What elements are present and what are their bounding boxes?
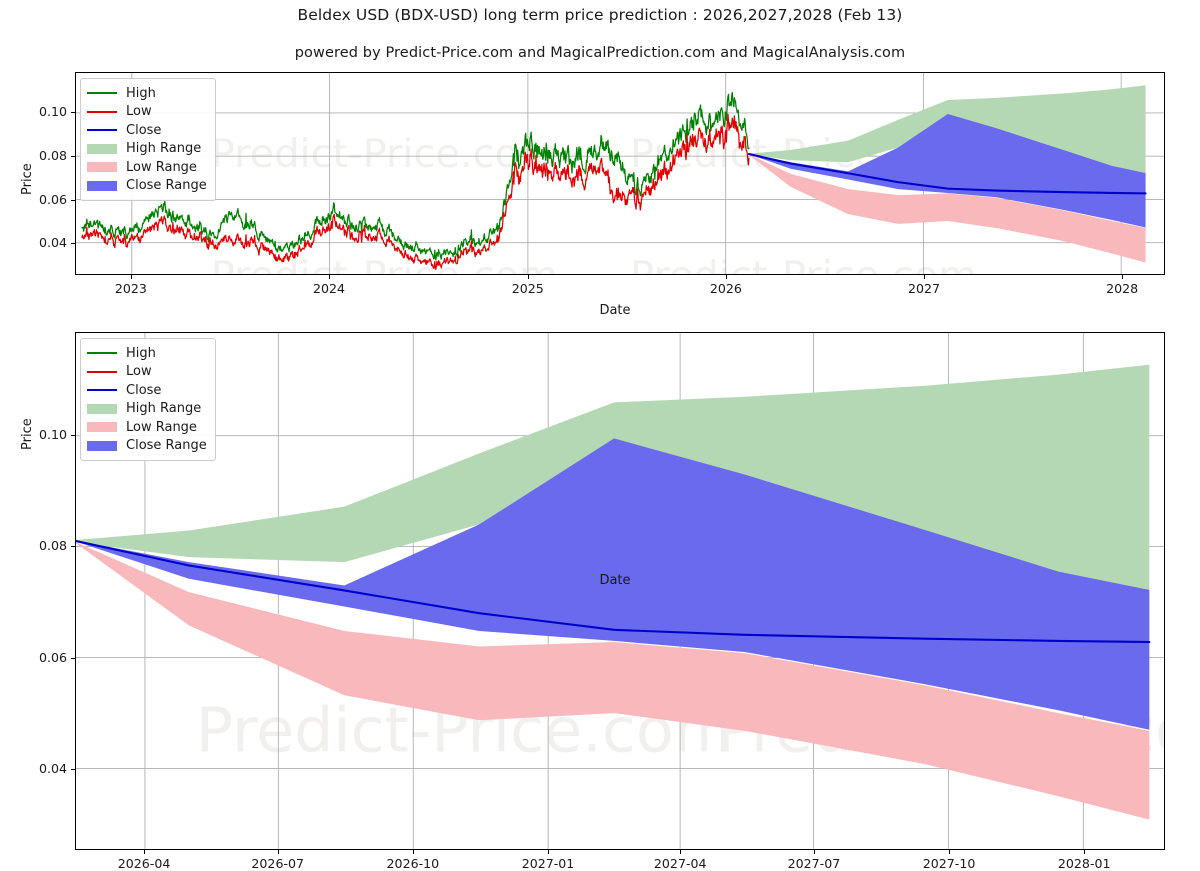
legend-label: Close Range xyxy=(126,438,207,454)
y-tick-label: 0.08 xyxy=(38,148,67,164)
x-tick-mark xyxy=(1122,275,1124,279)
y-tick-label: 0.04 xyxy=(38,761,67,777)
y-tick-mark xyxy=(71,769,75,771)
watermark: Predict-Price.com xyxy=(211,253,558,274)
x-tick-label: 2026-04 xyxy=(117,856,171,871)
y-tick-label: 0.10 xyxy=(38,104,67,120)
y-tick-mark xyxy=(71,112,75,114)
x-tick-mark xyxy=(725,275,727,279)
legend-item-low: Low xyxy=(87,103,207,122)
legend-label: Close Range xyxy=(126,178,207,194)
legend-swatch-icon xyxy=(87,106,117,117)
y-tick-label: 0.04 xyxy=(38,235,67,251)
x-tick-label: 2027-07 xyxy=(787,856,841,871)
x-tick-mark xyxy=(329,275,331,279)
x-tick-mark xyxy=(1084,850,1086,854)
legend-swatch-icon xyxy=(87,366,117,377)
top-y-axis-label: Price xyxy=(20,163,35,195)
legend-item-high: High xyxy=(87,84,207,103)
legend-label: Low xyxy=(126,364,152,380)
y-tick-label: 0.08 xyxy=(38,538,67,554)
legend-item-low-range: Low Range xyxy=(87,418,207,437)
page-title: Beldex USD (BDX-USD) long term price pre… xyxy=(297,6,903,24)
legend-swatch-icon xyxy=(87,143,117,154)
bottom-plot-area: Predict-Price.comPredict-Price.com xyxy=(75,332,1165,850)
legend-label: High Range xyxy=(126,141,202,157)
legend-item-high-range: High Range xyxy=(87,400,207,419)
bottom-chart-panel: Price Predict-Price.comPredict-Price.com… xyxy=(0,320,1200,871)
top-chart-svg: Predict-Price.com Predict-Price.com Predic… xyxy=(76,73,1164,274)
top-plot-area: Predict-Price.com Predict-Price.com Predic… xyxy=(75,72,1165,275)
legend-swatch-icon xyxy=(87,440,117,451)
y-tick-mark xyxy=(71,435,75,437)
x-tick-label: 2027 xyxy=(907,281,940,296)
x-tick-mark xyxy=(277,850,279,854)
legend-swatch-icon xyxy=(87,385,117,396)
x-tick-mark xyxy=(813,850,815,854)
legend-label: High xyxy=(126,345,156,361)
legend-swatch-icon xyxy=(87,180,117,191)
legend-swatch-icon xyxy=(87,88,117,99)
legend-swatch-icon xyxy=(87,403,117,414)
top-legend: High Low Close High Range Low Range Close Ran… xyxy=(80,78,216,201)
x-tick-label: 2026-10 xyxy=(386,856,440,871)
legend-item-close: Close xyxy=(87,381,207,400)
x-tick-label: 2024 xyxy=(313,281,346,296)
y-tick-label: 0.06 xyxy=(38,191,67,207)
watermark: Predict-Price.com xyxy=(211,131,558,177)
legend-swatch-icon xyxy=(87,348,117,359)
x-tick-label: 2027-01 xyxy=(521,856,575,871)
y-tick-mark xyxy=(71,199,75,201)
legend-label: High Range xyxy=(126,401,202,417)
watermark: Predict-Price.com xyxy=(630,253,977,274)
legend-label: Close xyxy=(126,382,162,398)
x-tick-label: 2023 xyxy=(114,281,147,296)
x-tick-label: 2026 xyxy=(709,281,742,296)
legend-item-high-range: High Range xyxy=(87,140,207,159)
y-tick-mark xyxy=(71,546,75,548)
x-tick-mark xyxy=(923,275,925,279)
x-tick-mark xyxy=(680,850,682,854)
y-tick-mark xyxy=(71,243,75,245)
legend-label: Low Range xyxy=(126,419,197,435)
legend-swatch-icon xyxy=(87,422,117,433)
legend-swatch-icon xyxy=(87,162,117,173)
y-tick-label: 0.06 xyxy=(38,649,67,665)
legend-swatch-icon xyxy=(87,125,117,136)
y-tick-label: 0.10 xyxy=(38,427,67,443)
x-tick-label: 2026-07 xyxy=(251,856,305,871)
legend-item-high: High xyxy=(87,344,207,363)
page-subtitle: powered by Predict-Price.com and Magical… xyxy=(294,45,906,61)
x-tick-mark xyxy=(527,275,529,279)
legend-item-close-range: Close Range xyxy=(87,177,207,196)
bottom-legend: High Low Close High Range Low Range Close Ran… xyxy=(80,338,216,461)
bottom-chart-svg: Predict-Price.comPredict-Price.com xyxy=(76,333,1164,849)
legend-label: Close xyxy=(126,122,162,138)
x-tick-label: 2027-04 xyxy=(653,856,707,871)
x-tick-mark xyxy=(949,850,951,854)
legend-item-low-range: Low Range xyxy=(87,158,207,177)
top-x-axis-label: Date xyxy=(599,303,631,318)
x-tick-mark xyxy=(548,850,550,854)
legend-item-low: Low xyxy=(87,363,207,382)
y-tick-mark xyxy=(71,156,75,158)
x-tick-label: 2028-01 xyxy=(1057,856,1111,871)
top-chart-panel: Price Predict-Price.comPredict-Price.com… xyxy=(0,0,1200,320)
legend-label: High xyxy=(126,85,156,101)
x-tick-mark xyxy=(144,850,146,854)
legend-label: Low xyxy=(126,104,152,120)
x-tick-label: 2028 xyxy=(1106,281,1139,296)
legend-item-close: Close xyxy=(87,121,207,140)
x-tick-mark xyxy=(130,275,132,279)
x-tick-label: 2025 xyxy=(511,281,544,296)
legend-label: Low Range xyxy=(126,159,197,175)
bottom-x-axis-label: Date xyxy=(599,573,631,588)
y-tick-mark xyxy=(71,657,75,659)
legend-item-close-range: Close Range xyxy=(87,437,207,456)
x-tick-label: 2027-10 xyxy=(922,856,976,871)
x-tick-mark xyxy=(412,850,414,854)
